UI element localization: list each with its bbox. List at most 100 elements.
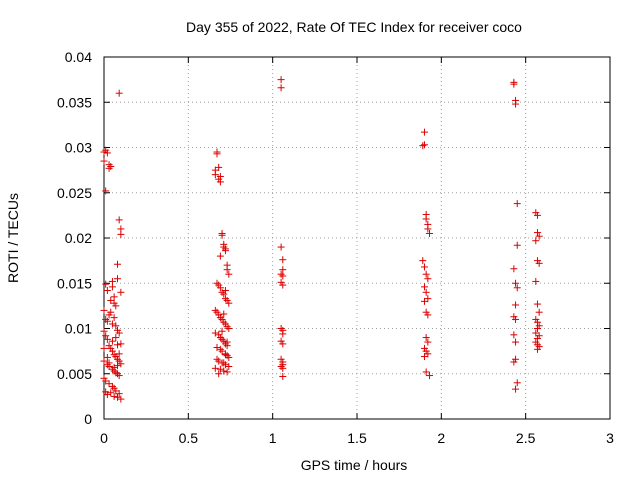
data-point xyxy=(105,359,113,367)
data-point xyxy=(113,370,121,378)
y-axis: 0 0.005 0.01 0.015 0.02 0.025 0.03 0.035 0.04 xyxy=(57,49,610,427)
data-point xyxy=(108,337,116,345)
data-point xyxy=(216,172,224,180)
data-point xyxy=(216,284,224,292)
data-point xyxy=(103,149,111,157)
data-point xyxy=(100,357,108,365)
data-point xyxy=(113,341,121,349)
data-point xyxy=(513,241,521,249)
x-axis-label: GPS time / hours xyxy=(301,457,408,473)
data-point xyxy=(100,148,108,156)
data-point xyxy=(426,372,434,380)
data-point xyxy=(113,393,121,401)
data-point xyxy=(112,302,120,310)
data-point xyxy=(107,163,115,171)
data-point xyxy=(535,308,543,316)
data-point xyxy=(533,211,541,219)
data-point xyxy=(117,230,125,238)
data-point xyxy=(103,353,111,361)
data-point xyxy=(216,345,224,353)
data-point xyxy=(223,352,231,360)
data-point xyxy=(117,288,125,296)
data-point xyxy=(533,300,541,308)
data-point xyxy=(513,379,521,387)
data-point xyxy=(216,365,224,373)
data-point xyxy=(218,288,226,296)
data-point xyxy=(533,345,541,353)
data-point xyxy=(225,299,233,307)
data-point xyxy=(218,231,226,239)
data-point xyxy=(112,369,120,377)
data-point xyxy=(225,363,233,371)
data-point xyxy=(424,225,432,233)
data-point xyxy=(419,257,427,265)
data-point xyxy=(113,326,121,334)
chart-title: Day 355 of 2022, Rate Of TEC Index for r… xyxy=(186,19,522,35)
data-point xyxy=(223,368,231,376)
data-point xyxy=(223,266,231,274)
data-point xyxy=(117,360,125,368)
data-point xyxy=(277,76,285,84)
data-point xyxy=(512,100,520,108)
data-point xyxy=(532,277,540,285)
data-point xyxy=(533,229,541,237)
data-point xyxy=(512,279,520,287)
grid xyxy=(104,57,610,419)
data-point xyxy=(213,279,221,287)
data-point xyxy=(216,334,224,342)
data-point xyxy=(420,128,428,136)
data-point xyxy=(108,320,116,328)
data-point xyxy=(211,364,219,372)
data-point xyxy=(279,330,287,338)
data-point xyxy=(211,306,219,314)
data-point xyxy=(105,164,113,172)
data-point xyxy=(220,243,228,251)
data-point xyxy=(279,281,287,289)
data-point xyxy=(215,357,223,365)
data-point xyxy=(533,325,541,332)
data-point xyxy=(422,334,430,342)
data-point xyxy=(533,334,541,342)
data-point xyxy=(277,84,285,92)
data-point xyxy=(422,368,430,376)
data-point xyxy=(512,301,520,309)
data-point xyxy=(420,283,428,291)
data-point xyxy=(420,141,428,149)
data-point xyxy=(115,390,123,398)
data-point xyxy=(422,215,430,223)
data-point xyxy=(513,200,521,208)
x-tick-label: 2 xyxy=(437,430,445,446)
data-point xyxy=(510,265,518,273)
data-point xyxy=(213,344,221,352)
data-point xyxy=(117,395,125,403)
data-point xyxy=(108,382,116,390)
data-point xyxy=(102,280,110,288)
data-point xyxy=(221,351,229,359)
data-point xyxy=(512,338,520,346)
data-point xyxy=(100,344,108,352)
x-axis: 0 0.5 1 1.5 2 2.5 3 xyxy=(100,57,614,446)
data-point xyxy=(512,385,520,393)
data-point xyxy=(424,338,432,346)
data-point xyxy=(100,306,108,314)
data-point xyxy=(220,318,228,326)
y-axis-label: ROTI / TECUs xyxy=(5,193,21,283)
data-point xyxy=(277,325,285,332)
data-point xyxy=(512,315,520,323)
data-point xyxy=(420,263,428,271)
data-point xyxy=(419,142,427,150)
data-point xyxy=(420,297,428,305)
data-point xyxy=(107,389,115,397)
data-point xyxy=(115,89,123,97)
data-point xyxy=(422,288,430,296)
data-point xyxy=(533,318,541,326)
data-point xyxy=(221,247,229,255)
x-tick-label: 0 xyxy=(100,430,108,446)
data-point xyxy=(279,266,287,274)
data-point xyxy=(113,355,121,363)
data-point xyxy=(110,392,118,400)
data-point xyxy=(424,275,432,283)
data-point xyxy=(110,363,118,371)
x-tick-label: 1 xyxy=(269,430,277,446)
